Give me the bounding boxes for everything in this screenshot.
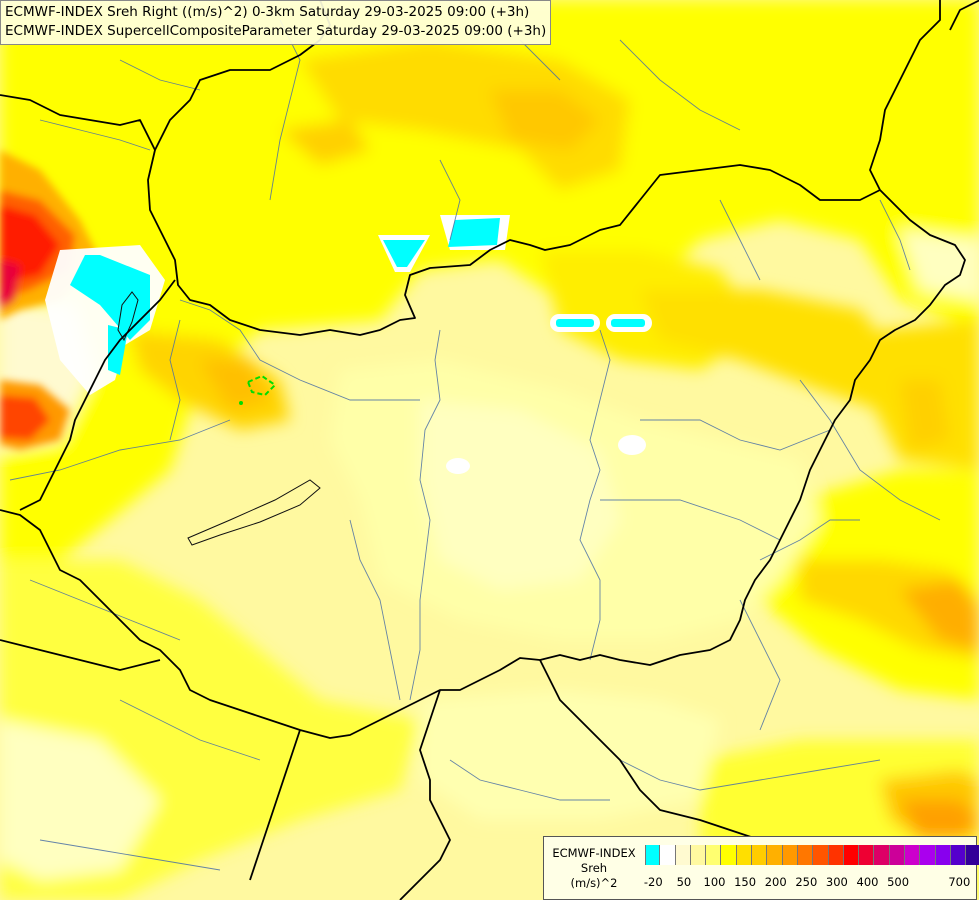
legend-tick-label: -20 xyxy=(643,875,663,889)
legend-title-model: ECMWF-INDEX xyxy=(552,846,636,860)
legend-swatch xyxy=(706,845,722,865)
legend-tick-label: 150 xyxy=(734,875,757,889)
legend-swatch xyxy=(859,845,875,865)
lake-balaton xyxy=(187,479,321,546)
lake-neusiedl xyxy=(117,291,139,342)
legend-swatch xyxy=(935,845,951,865)
header-line-1: ECMWF-INDEX Sreh Right ((m/s)^2) 0-3km S… xyxy=(5,4,530,20)
legend-tick-label: 100 xyxy=(703,875,726,889)
legend-swatch xyxy=(660,845,676,865)
rivers xyxy=(9,19,941,871)
map-header: ECMWF-INDEX Sreh Right ((m/s)^2) 0-3km S… xyxy=(0,0,552,45)
color-legend: ECMWF-INDEX Sreh (m/s)^2 -20 50 100 150 200 2… xyxy=(543,836,979,900)
legend-tick-label: 500 xyxy=(887,875,910,889)
legend-tick-label: 50 xyxy=(676,875,692,889)
legend-ticks: -20 50 100 150 200 250 300 400 500 700 xyxy=(643,875,971,891)
legend-tick-label: 700 xyxy=(948,875,971,889)
legend-title-unit: (m/s)^2 xyxy=(570,876,618,890)
legend-swatch xyxy=(843,845,860,865)
legend-swatch xyxy=(889,845,906,865)
legend-swatch xyxy=(797,845,814,865)
legend-swatch xyxy=(752,845,768,865)
legend-swatch xyxy=(813,845,829,865)
legend-swatches xyxy=(645,845,979,865)
legend-swatch xyxy=(736,845,753,865)
legend-tick-label: 250 xyxy=(795,875,818,889)
legend-tick-label: 200 xyxy=(764,875,787,889)
header-line-2: ECMWF-INDEX SupercellCompositeParameter … xyxy=(5,23,547,39)
legend-swatch xyxy=(782,845,798,865)
legend-tick-label: 400 xyxy=(856,875,879,889)
sreh-negative-patches xyxy=(45,215,652,474)
legend-swatch xyxy=(874,845,890,865)
legend-swatch xyxy=(828,845,844,865)
legend-swatch xyxy=(920,845,936,865)
legend-title: ECMWF-INDEX Sreh (m/s)^2 xyxy=(548,846,640,891)
scp-dot xyxy=(239,401,243,405)
legend-swatch xyxy=(905,845,921,865)
legend-swatch xyxy=(966,845,979,865)
legend-swatch xyxy=(690,845,707,865)
legend-title-param: Sreh xyxy=(580,861,608,875)
legend-swatch xyxy=(645,845,661,865)
legend-swatch xyxy=(721,845,737,865)
scp-contour xyxy=(246,374,277,397)
legend-swatch xyxy=(675,845,691,865)
legend-swatch xyxy=(950,845,967,865)
legend-tick-label: 300 xyxy=(825,875,848,889)
legend-swatch xyxy=(767,845,783,865)
